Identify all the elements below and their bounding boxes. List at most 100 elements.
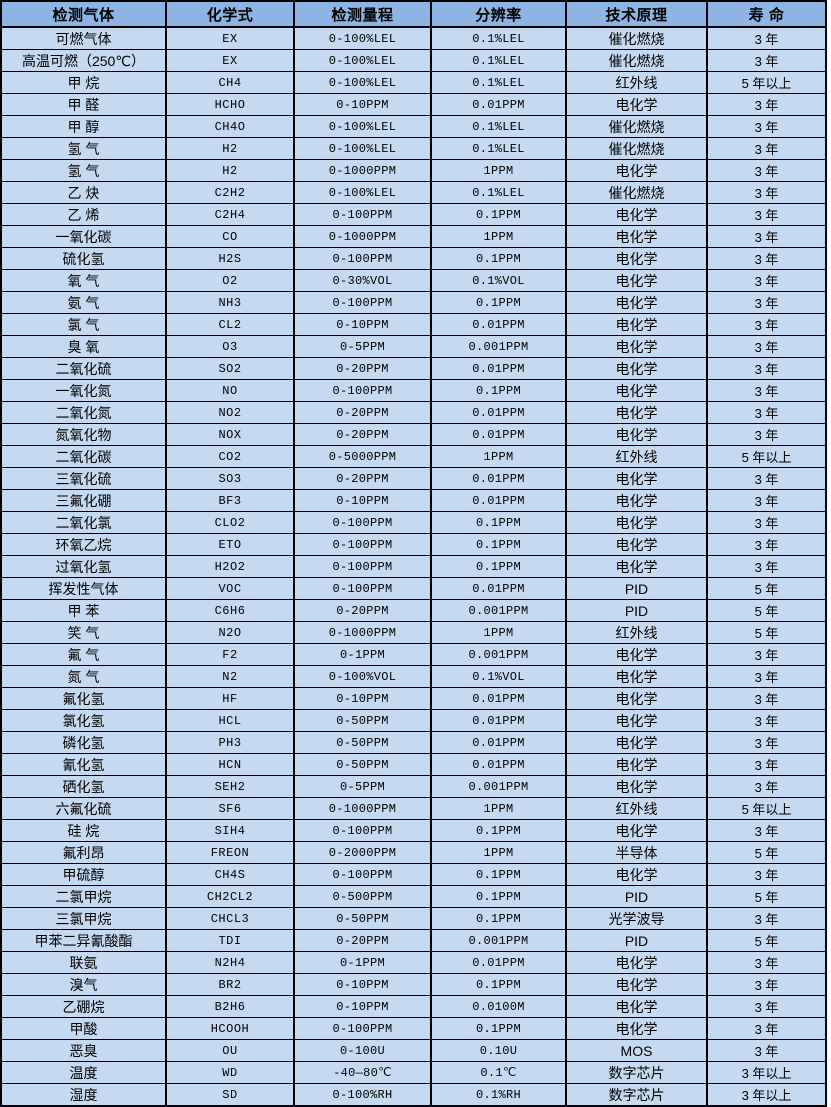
cell-technology: 红外线 — [566, 797, 708, 820]
cell-resolution: 0.1PPM — [431, 555, 567, 578]
cell-gas: 氰化氢 — [1, 753, 167, 776]
cell-formula: SEH2 — [166, 775, 295, 798]
cell-technology: 电化学 — [566, 313, 708, 336]
cell-technology: PID — [566, 885, 708, 908]
cell-range: 0-1000PPM — [294, 621, 432, 644]
cell-gas: 湿度 — [1, 1083, 167, 1106]
cell-technology: 电化学 — [566, 753, 708, 776]
cell-lifespan: 3 年 — [707, 995, 826, 1018]
cell-resolution: 0.1PPM — [431, 247, 567, 270]
cell-lifespan: 3 年 — [707, 247, 826, 270]
table-row: 一氧化碳 CO 0-1000PPM 1PPM 电化学 3 年 — [1, 225, 826, 248]
cell-resolution: 0.1PPM — [431, 885, 567, 908]
cell-formula: C6H6 — [166, 599, 295, 622]
cell-technology: 电化学 — [566, 533, 708, 556]
table-row: 三氟化硼 BF3 0-10PPM 0.01PPM 电化学 3 年 — [1, 489, 826, 512]
cell-lifespan: 3 年 — [707, 225, 826, 248]
cell-formula: H2 — [166, 159, 295, 182]
table-row: 三氯甲烷 CHCL3 0-50PPM 0.1PPM 光学波导 3 年 — [1, 907, 826, 930]
table-row: 甲 醛 HCHO 0-10PPM 0.01PPM 电化学 3 年 — [1, 93, 826, 116]
cell-gas: 六氟化硫 — [1, 797, 167, 820]
column-header-formula: 化学式 — [166, 1, 295, 28]
table-row: 温度 WD -40—80℃ 0.1℃ 数字芯片 3 年以上 — [1, 1061, 826, 1084]
cell-range: 0-100PPM — [294, 291, 432, 314]
cell-range: 0-5PPM — [294, 775, 432, 798]
cell-technology: 红外线 — [566, 621, 708, 644]
cell-technology: 催化燃烧 — [566, 27, 708, 50]
cell-gas: 三氯甲烷 — [1, 907, 167, 930]
cell-gas: 温度 — [1, 1061, 167, 1084]
cell-formula: PH3 — [166, 731, 295, 754]
cell-resolution: 0.01PPM — [431, 577, 567, 600]
cell-lifespan: 3 年 — [707, 709, 826, 732]
table-row: 氧 气 O2 0-30%VOL 0.1%VOL 电化学 3 年 — [1, 269, 826, 292]
cell-range: 0-10PPM — [294, 995, 432, 1018]
cell-gas: 硒化氢 — [1, 775, 167, 798]
cell-resolution: 0.001PPM — [431, 643, 567, 666]
table-row: 硒化氢 SEH2 0-5PPM 0.001PPM 电化学 3 年 — [1, 775, 826, 798]
cell-gas: 甲 烷 — [1, 71, 167, 94]
cell-resolution: 0.001PPM — [431, 929, 567, 952]
cell-technology: PID — [566, 577, 708, 600]
cell-lifespan: 5 年 — [707, 929, 826, 952]
cell-technology: 半导体 — [566, 841, 708, 864]
cell-resolution: 0.1%RH — [431, 1083, 567, 1106]
cell-formula: B2H6 — [166, 995, 295, 1018]
cell-technology: 电化学 — [566, 225, 708, 248]
cell-lifespan: 3 年 — [707, 489, 826, 512]
cell-lifespan: 3 年 — [707, 907, 826, 930]
cell-gas: 乙 炔 — [1, 181, 167, 204]
table-row: 溴气 BR2 0-10PPM 0.1PPM 电化学 3 年 — [1, 973, 826, 996]
cell-resolution: 0.1PPM — [431, 863, 567, 886]
cell-gas: 甲 苯 — [1, 599, 167, 622]
cell-resolution: 0.1PPM — [431, 533, 567, 556]
cell-resolution: 1PPM — [431, 225, 567, 248]
cell-resolution: 0.1%VOL — [431, 269, 567, 292]
cell-resolution: 0.1PPM — [431, 379, 567, 402]
cell-technology: 电化学 — [566, 1017, 708, 1040]
table-header: 检测气体 化学式 检测量程 分辨率 技术原理 寿 命 — [1, 1, 826, 28]
table-row: 氟利昂 FREON 0-2000PPM 1PPM 半导体 5 年 — [1, 841, 826, 864]
cell-technology: 电化学 — [566, 423, 708, 446]
cell-gas: 氟利昂 — [1, 841, 167, 864]
cell-resolution: 0.01PPM — [431, 731, 567, 754]
cell-technology: 电化学 — [566, 159, 708, 182]
table-row: 湿度 SD 0-100%RH 0.1%RH 数字芯片 3 年以上 — [1, 1083, 826, 1106]
cell-range: 0-100PPM — [294, 863, 432, 886]
table-row: 联氨 N2H4 0-1PPM 0.01PPM 电化学 3 年 — [1, 951, 826, 974]
cell-formula: O2 — [166, 269, 295, 292]
table-row: 乙 炔 C2H2 0-100%LEL 0.1%LEL 催化燃烧 3 年 — [1, 181, 826, 204]
cell-technology: PID — [566, 599, 708, 622]
column-header-resolution: 分辨率 — [431, 1, 567, 28]
table-row: 二氧化硫 SO2 0-20PPM 0.01PPM 电化学 3 年 — [1, 357, 826, 380]
cell-formula: SO2 — [166, 357, 295, 380]
cell-range: 0-500PPM — [294, 885, 432, 908]
cell-lifespan: 3 年 — [707, 335, 826, 358]
column-header-range: 检测量程 — [294, 1, 432, 28]
cell-formula: FREON — [166, 841, 295, 864]
cell-range: 0-100PPM — [294, 379, 432, 402]
cell-range: -40—80℃ — [294, 1061, 432, 1084]
cell-range: 0-10PPM — [294, 687, 432, 710]
cell-range: 0-10PPM — [294, 973, 432, 996]
cell-formula: CLO2 — [166, 511, 295, 534]
cell-lifespan: 3 年 — [707, 401, 826, 424]
cell-range: 0-2000PPM — [294, 841, 432, 864]
cell-formula: CH4S — [166, 863, 295, 886]
cell-technology: 催化燃烧 — [566, 115, 708, 138]
cell-formula: EX — [166, 49, 295, 72]
table-row: 甲苯二异氰酸酯 TDI 0-20PPM 0.001PPM PID 5 年 — [1, 929, 826, 952]
cell-gas: 甲硫醇 — [1, 863, 167, 886]
cell-gas: 二氯甲烷 — [1, 885, 167, 908]
cell-lifespan: 3 年 — [707, 533, 826, 556]
table-row: 过氧化氢 H2O2 0-100PPM 0.1PPM 电化学 3 年 — [1, 555, 826, 578]
cell-range: 0-10PPM — [294, 93, 432, 116]
table-row: 二氧化氮 NO2 0-20PPM 0.01PPM 电化学 3 年 — [1, 401, 826, 424]
table-row: 三氧化硫 SO3 0-20PPM 0.01PPM 电化学 3 年 — [1, 467, 826, 490]
cell-gas: 可燃气体 — [1, 27, 167, 50]
cell-formula: BF3 — [166, 489, 295, 512]
cell-resolution: 0.1PPM — [431, 973, 567, 996]
cell-resolution: 0.01PPM — [431, 467, 567, 490]
cell-formula: HCL — [166, 709, 295, 732]
cell-lifespan: 3 年 — [707, 379, 826, 402]
